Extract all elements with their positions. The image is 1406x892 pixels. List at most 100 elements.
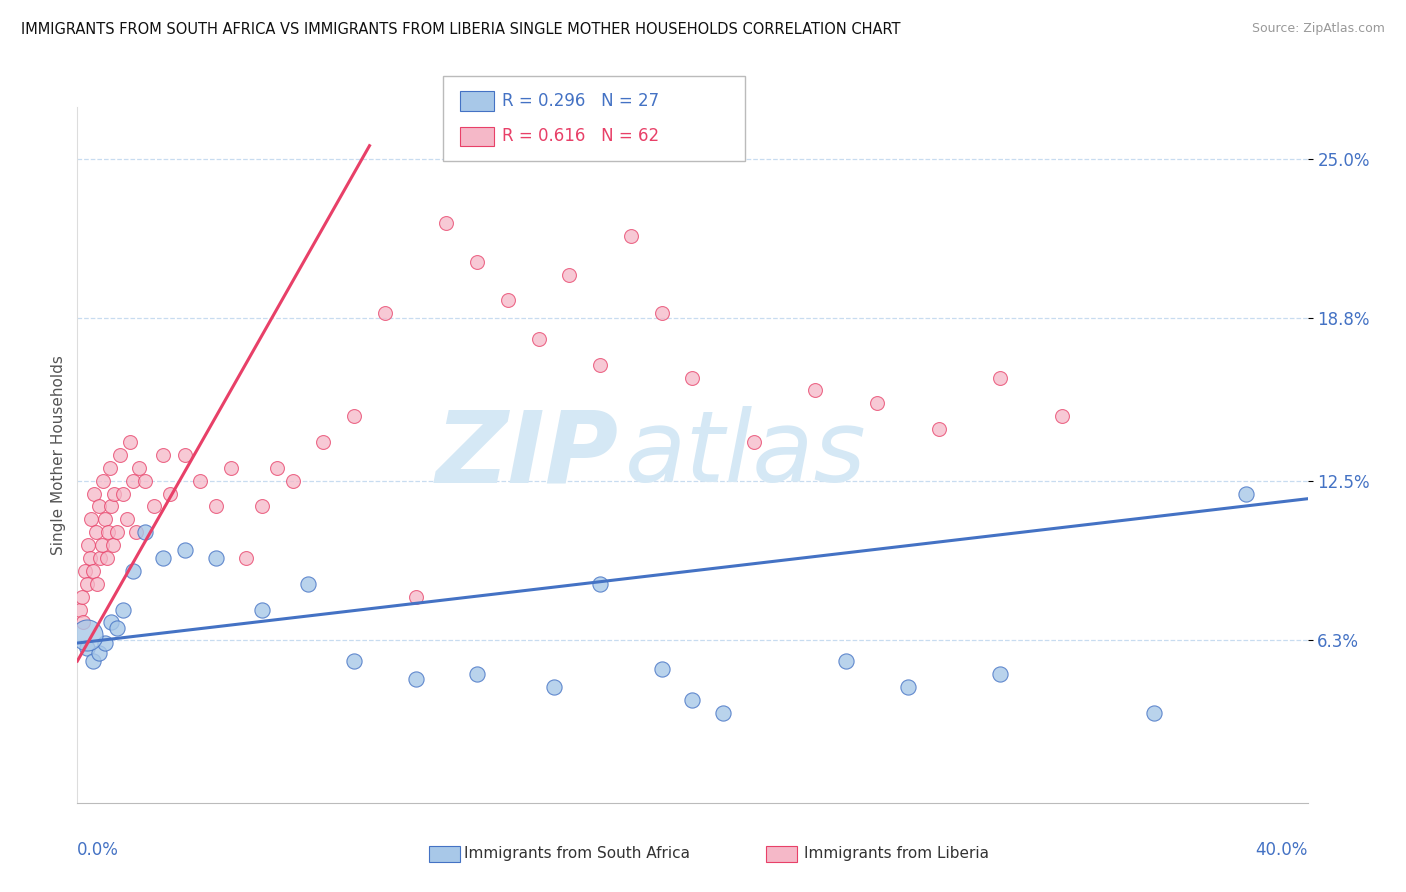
- Point: [152, 448, 174, 462]
- Point: [682, 370, 704, 384]
- Point: [374, 306, 396, 320]
- Point: [204, 500, 226, 514]
- Point: [86, 576, 108, 591]
- Point: [988, 370, 1011, 384]
- Point: [589, 576, 612, 591]
- Point: [98, 460, 121, 475]
- Point: [281, 474, 304, 488]
- Point: [69, 602, 91, 616]
- Point: [1143, 706, 1166, 720]
- Point: [465, 254, 488, 268]
- Point: [100, 615, 122, 630]
- Point: [742, 435, 765, 450]
- Point: [465, 667, 488, 681]
- Point: [105, 621, 128, 635]
- Point: [76, 641, 98, 656]
- Text: Immigrants from Liberia: Immigrants from Liberia: [804, 847, 990, 861]
- Point: [101, 538, 124, 552]
- Point: [682, 692, 704, 706]
- Point: [405, 672, 427, 686]
- Point: [804, 384, 827, 398]
- Point: [250, 500, 273, 514]
- Point: [76, 628, 98, 642]
- Point: [651, 306, 673, 320]
- Text: R = 0.616   N = 62: R = 0.616 N = 62: [502, 128, 659, 145]
- Point: [266, 460, 288, 475]
- Text: atlas: atlas: [624, 407, 866, 503]
- Point: [1050, 409, 1073, 424]
- Point: [83, 486, 105, 500]
- Point: [87, 646, 110, 660]
- Point: [72, 615, 94, 630]
- Point: [174, 448, 197, 462]
- Text: Immigrants from South Africa: Immigrants from South Africa: [464, 847, 690, 861]
- Point: [312, 435, 335, 450]
- Text: R = 0.296   N = 27: R = 0.296 N = 27: [502, 92, 659, 110]
- Point: [96, 551, 118, 566]
- Point: [82, 654, 104, 668]
- Point: [651, 662, 673, 676]
- Text: IMMIGRANTS FROM SOUTH AFRICA VS IMMIGRANTS FROM LIBERIA SINGLE MOTHER HOUSEHOLDS: IMMIGRANTS FROM SOUTH AFRICA VS IMMIGRAN…: [21, 22, 901, 37]
- Point: [121, 474, 143, 488]
- Point: [128, 460, 150, 475]
- Point: [82, 564, 104, 578]
- Point: [134, 474, 156, 488]
- Point: [89, 551, 111, 566]
- Point: [543, 680, 565, 694]
- Point: [105, 525, 128, 540]
- Point: [70, 590, 93, 604]
- Point: [711, 706, 734, 720]
- Point: [97, 525, 120, 540]
- Point: [79, 551, 101, 566]
- Point: [159, 486, 181, 500]
- Text: 0.0%: 0.0%: [77, 841, 120, 859]
- Point: [93, 474, 115, 488]
- Point: [94, 512, 117, 526]
- Point: [620, 228, 643, 243]
- Point: [112, 486, 135, 500]
- Point: [121, 564, 143, 578]
- Point: [118, 435, 141, 450]
- Point: [110, 448, 132, 462]
- Point: [76, 576, 98, 591]
- Point: [835, 654, 858, 668]
- Point: [405, 590, 427, 604]
- Point: [928, 422, 950, 436]
- Point: [80, 512, 103, 526]
- Point: [174, 543, 197, 558]
- Point: [188, 474, 212, 488]
- Point: [94, 636, 117, 650]
- Point: [134, 525, 156, 540]
- Point: [77, 538, 100, 552]
- Point: [152, 551, 174, 566]
- Text: 40.0%: 40.0%: [1256, 841, 1308, 859]
- Point: [558, 268, 581, 282]
- Point: [100, 500, 122, 514]
- Point: [90, 538, 114, 552]
- Point: [219, 460, 242, 475]
- Point: [866, 396, 889, 410]
- Point: [436, 216, 458, 230]
- Point: [143, 500, 166, 514]
- Point: [87, 500, 110, 514]
- Y-axis label: Single Mother Households: Single Mother Households: [51, 355, 66, 555]
- Point: [112, 602, 135, 616]
- Point: [297, 576, 319, 591]
- Point: [1234, 486, 1257, 500]
- Point: [103, 486, 125, 500]
- Point: [343, 409, 366, 424]
- Text: Source: ZipAtlas.com: Source: ZipAtlas.com: [1251, 22, 1385, 36]
- Point: [84, 525, 107, 540]
- Point: [589, 358, 612, 372]
- Point: [527, 332, 550, 346]
- Text: ZIP: ZIP: [436, 407, 619, 503]
- Point: [235, 551, 257, 566]
- Point: [125, 525, 148, 540]
- Point: [988, 667, 1011, 681]
- Point: [897, 680, 920, 694]
- Point: [496, 293, 519, 308]
- Point: [250, 602, 273, 616]
- Point: [343, 654, 366, 668]
- Point: [115, 512, 138, 526]
- Point: [204, 551, 226, 566]
